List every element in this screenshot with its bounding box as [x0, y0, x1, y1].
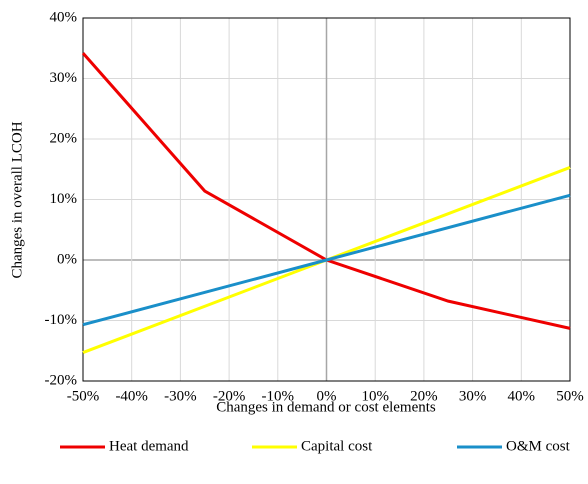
x-tick-label: -30%	[164, 388, 197, 404]
legend-label: Heat demand	[109, 438, 189, 454]
x-tick-label: 40%	[508, 388, 536, 404]
x-tick-label: -10%	[262, 388, 295, 404]
x-tick-label: -50%	[67, 388, 100, 404]
y-axis-title: Changes in overall LCOH	[9, 121, 25, 278]
x-axis-title: Changes in demand or cost elements	[216, 399, 436, 415]
x-tick-label: 50%	[556, 388, 584, 404]
y-tick-label: 30%	[50, 70, 78, 86]
legend-label: O&M cost	[506, 438, 571, 454]
y-tick-label: 0%	[57, 251, 77, 267]
x-tick-label: -20%	[213, 388, 246, 404]
y-tick-label: 40%	[50, 9, 78, 25]
series-line	[82, 193, 571, 327]
y-tick-label: 10%	[50, 191, 78, 207]
x-tick-label: 10%	[361, 388, 389, 404]
x-tick-label: 0%	[317, 388, 337, 404]
y-tick-label: -10%	[45, 312, 78, 328]
x-tick-label: 20%	[410, 388, 438, 404]
x-tick-label: 30%	[459, 388, 487, 404]
y-tick-label: -20%	[45, 372, 78, 388]
plot-border	[82, 17, 571, 382]
legend-label: Capital cost	[301, 438, 373, 454]
y-tick-label: 20%	[50, 130, 78, 146]
x-tick-label: -40%	[115, 388, 148, 404]
